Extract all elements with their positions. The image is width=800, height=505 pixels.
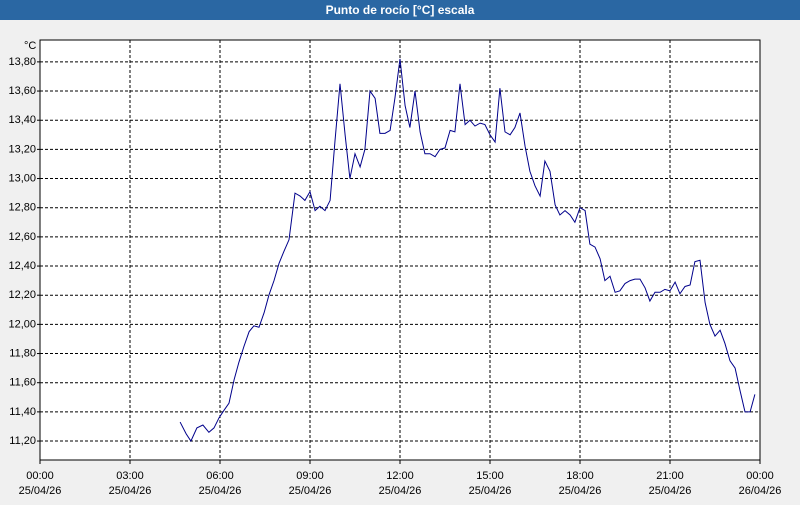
y-tick-label: 11,20 <box>9 435 36 447</box>
y-tick-label: 13,20 <box>8 143 36 155</box>
x-tick-date: 25/04/26 <box>379 485 422 497</box>
title-bar <box>0 0 800 20</box>
x-tick-label: 03:00 <box>116 470 144 482</box>
x-tick-label: 00:00 <box>746 470 774 482</box>
plot-border <box>39 39 761 461</box>
y-tick-label: 12,20 <box>8 289 36 301</box>
chart-title: Punto de rocío [°C] escala <box>326 3 475 17</box>
y-tick-label: 13,40 <box>8 114 36 126</box>
x-tick-label: 12:00 <box>386 470 414 482</box>
y-tick-label: 13,60 <box>8 85 36 97</box>
y-tick-label: 12,00 <box>8 318 36 330</box>
y-tick-label: 13,80 <box>8 56 36 68</box>
x-tick-date: 25/04/26 <box>649 485 692 497</box>
y-tick-label: 13,00 <box>8 172 36 184</box>
x-tick-label: 18:00 <box>566 470 594 482</box>
x-tick-date: 25/04/26 <box>199 485 242 497</box>
x-tick-date: 25/04/26 <box>559 485 602 497</box>
y-tick-label: 11,60 <box>9 377 36 389</box>
y-tick-label: 12,40 <box>8 260 36 272</box>
x-tick-label: 15:00 <box>476 470 504 482</box>
x-tick-date: 25/04/26 <box>109 485 152 497</box>
x-tick-label: 09:00 <box>296 470 324 482</box>
x-tick-label: 06:00 <box>206 470 234 482</box>
y-tick-label: 12,60 <box>8 231 36 243</box>
x-tick-label: 21:00 <box>656 470 684 482</box>
x-tick-date: 26/04/26 <box>739 485 782 497</box>
data-line <box>179 58 756 443</box>
x-tick-date: 25/04/26 <box>469 485 512 497</box>
x-tick-date: 25/04/26 <box>19 485 62 497</box>
y-tick-label: 11,40 <box>9 406 36 418</box>
y-tick-label: 11,80 <box>9 347 36 359</box>
y-tick-label: 12,80 <box>8 202 36 214</box>
y-axis-label: °C <box>24 40 36 52</box>
x-tick-label: 00:00 <box>26 470 54 482</box>
x-tick-date: 25/04/26 <box>289 485 332 497</box>
